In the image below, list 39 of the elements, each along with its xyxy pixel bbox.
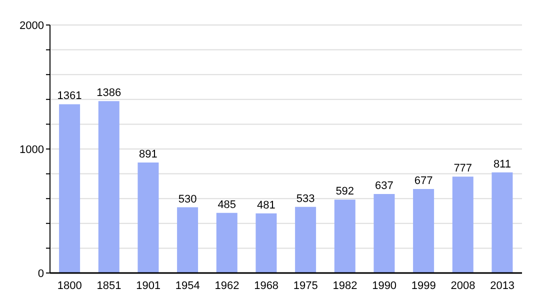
x-tick-label: 1982 xyxy=(332,280,358,292)
x-tick-label: 1975 xyxy=(293,280,318,292)
y-tick-label: 1000 xyxy=(20,144,44,156)
data-label: 1361 xyxy=(57,90,82,102)
data-label: 533 xyxy=(296,192,315,205)
y-tick-label: 2000 xyxy=(20,20,44,32)
x-tick-label: 1962 xyxy=(214,280,240,292)
data-label: 777 xyxy=(454,162,472,175)
data-label: 485 xyxy=(218,198,236,211)
x-tick-label: 1851 xyxy=(96,280,122,292)
bar xyxy=(216,212,238,273)
bar xyxy=(138,162,159,273)
bar xyxy=(256,213,277,273)
x-tick-label: 2008 xyxy=(450,280,476,292)
data-label: 481 xyxy=(257,199,276,212)
x-tick-label: 1800 xyxy=(57,280,82,292)
bar xyxy=(452,176,474,273)
data-label: 637 xyxy=(375,180,394,192)
x-tick-label: 1990 xyxy=(372,280,397,292)
x-tick-label: 1954 xyxy=(175,280,200,292)
data-label: 592 xyxy=(336,186,354,198)
data-label: 811 xyxy=(493,158,511,170)
bar xyxy=(177,207,198,273)
y-tick-label: 0 xyxy=(38,268,44,280)
x-tick-label: 2013 xyxy=(490,280,515,292)
bar xyxy=(374,194,395,273)
data-label: 891 xyxy=(139,148,158,161)
x-tick-label: 1901 xyxy=(136,280,161,292)
bar xyxy=(492,172,513,273)
bar xyxy=(334,200,356,273)
bar xyxy=(295,206,316,273)
data-label: 677 xyxy=(414,175,433,188)
x-tick-label: 1999 xyxy=(411,280,436,292)
bar xyxy=(59,104,80,273)
data-label: 1386 xyxy=(96,87,122,100)
data-label: 530 xyxy=(178,193,197,206)
bar xyxy=(413,189,434,273)
x-tick-label: 1968 xyxy=(254,280,279,292)
bar xyxy=(98,101,120,273)
